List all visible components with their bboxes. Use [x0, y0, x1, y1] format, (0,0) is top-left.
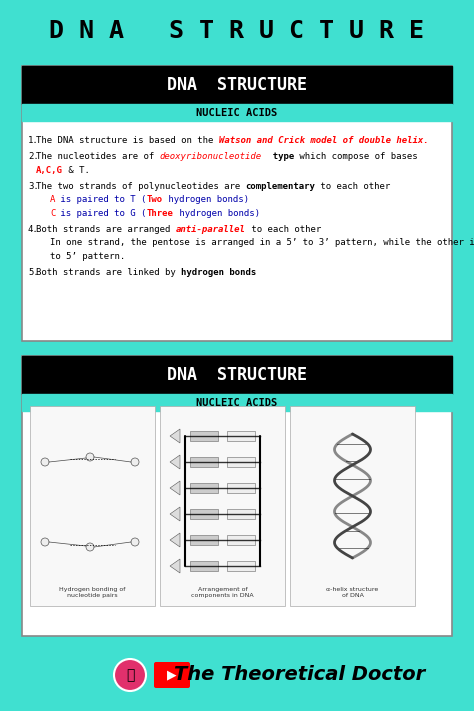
FancyBboxPatch shape	[227, 483, 255, 493]
Text: Two: Two	[147, 196, 163, 204]
Circle shape	[86, 453, 94, 461]
Circle shape	[86, 543, 94, 551]
FancyBboxPatch shape	[22, 66, 452, 104]
FancyBboxPatch shape	[227, 457, 255, 467]
FancyBboxPatch shape	[190, 509, 218, 519]
FancyBboxPatch shape	[22, 66, 452, 341]
Text: deoxyribonucleotide: deoxyribonucleotide	[160, 152, 262, 161]
Text: 📷: 📷	[126, 668, 134, 682]
Text: C: C	[50, 209, 55, 218]
Text: DNA  STRUCTURE: DNA STRUCTURE	[167, 76, 307, 94]
Circle shape	[41, 538, 49, 546]
Polygon shape	[170, 533, 180, 547]
Text: type: type	[262, 152, 294, 161]
Text: 2.: 2.	[28, 152, 39, 161]
Text: complementary: complementary	[246, 181, 316, 191]
Text: anti-parallel: anti-parallel	[176, 225, 246, 234]
FancyBboxPatch shape	[0, 639, 474, 711]
Text: 3.: 3.	[28, 181, 39, 191]
Text: NUCLEIC ACIDS: NUCLEIC ACIDS	[196, 398, 278, 408]
FancyBboxPatch shape	[227, 431, 255, 441]
Text: & T.: & T.	[63, 166, 90, 175]
Text: hydrogen bonds): hydrogen bonds)	[163, 196, 249, 204]
Text: Three: Three	[147, 209, 173, 218]
Text: In one strand, the pentose is arranged in a 5’ to 3’ pattern, while the other in: In one strand, the pentose is arranged i…	[50, 238, 474, 247]
Text: 5.: 5.	[28, 268, 39, 277]
FancyBboxPatch shape	[22, 104, 452, 121]
Text: A: A	[50, 196, 55, 204]
FancyBboxPatch shape	[22, 394, 452, 411]
Text: Both strands are linked by: Both strands are linked by	[36, 268, 181, 277]
FancyBboxPatch shape	[22, 356, 452, 394]
Polygon shape	[170, 429, 180, 443]
Text: Hydrogen bonding of
nucleotide pairs: Hydrogen bonding of nucleotide pairs	[59, 587, 126, 598]
FancyBboxPatch shape	[30, 406, 155, 606]
Text: D N A   S T R U C T U R E: D N A S T R U C T U R E	[49, 19, 425, 43]
Circle shape	[131, 458, 139, 466]
FancyBboxPatch shape	[290, 406, 415, 606]
Text: Arrangement of
components in DNA: Arrangement of components in DNA	[191, 587, 254, 598]
FancyBboxPatch shape	[190, 431, 218, 441]
Text: 4.: 4.	[28, 225, 39, 234]
FancyBboxPatch shape	[190, 561, 218, 571]
Text: to each other: to each other	[316, 181, 391, 191]
Text: hydrogen bonds: hydrogen bonds	[181, 268, 256, 277]
FancyBboxPatch shape	[190, 535, 218, 545]
Text: NUCLEIC ACIDS: NUCLEIC ACIDS	[196, 108, 278, 118]
FancyBboxPatch shape	[160, 406, 285, 606]
Text: is paired to T (: is paired to T (	[55, 196, 147, 204]
FancyBboxPatch shape	[227, 535, 255, 545]
Text: A,C,G: A,C,G	[36, 166, 63, 175]
Text: Both strands are arranged: Both strands are arranged	[36, 225, 176, 234]
Text: The DNA structure is based on the: The DNA structure is based on the	[36, 136, 219, 145]
FancyBboxPatch shape	[22, 356, 452, 636]
Text: which compose of bases: which compose of bases	[294, 152, 418, 161]
Text: The two strands of polynucleotides are: The two strands of polynucleotides are	[36, 181, 246, 191]
FancyBboxPatch shape	[190, 457, 218, 467]
Polygon shape	[170, 481, 180, 495]
FancyBboxPatch shape	[227, 509, 255, 519]
FancyBboxPatch shape	[154, 662, 190, 688]
Text: α-helix structure
of DNA: α-helix structure of DNA	[327, 587, 379, 598]
Circle shape	[114, 659, 146, 691]
Polygon shape	[170, 559, 180, 573]
Text: 1.: 1.	[28, 136, 39, 145]
FancyBboxPatch shape	[190, 483, 218, 493]
Text: hydrogen bonds): hydrogen bonds)	[173, 209, 260, 218]
Circle shape	[131, 538, 139, 546]
Text: DNA  STRUCTURE: DNA STRUCTURE	[167, 366, 307, 384]
FancyBboxPatch shape	[227, 561, 255, 571]
Polygon shape	[170, 507, 180, 521]
Text: The nucleotides are of: The nucleotides are of	[36, 152, 160, 161]
Text: ▶: ▶	[167, 668, 177, 682]
Text: to each other: to each other	[246, 225, 321, 234]
Polygon shape	[170, 455, 180, 469]
Text: is paired to G (: is paired to G (	[55, 209, 147, 218]
Text: The Theoretical Doctor: The Theoretical Doctor	[174, 665, 426, 685]
Text: Watson and Crick model of double helix.: Watson and Crick model of double helix.	[219, 136, 428, 145]
Text: to 5’ pattern.: to 5’ pattern.	[50, 252, 125, 261]
Circle shape	[41, 458, 49, 466]
